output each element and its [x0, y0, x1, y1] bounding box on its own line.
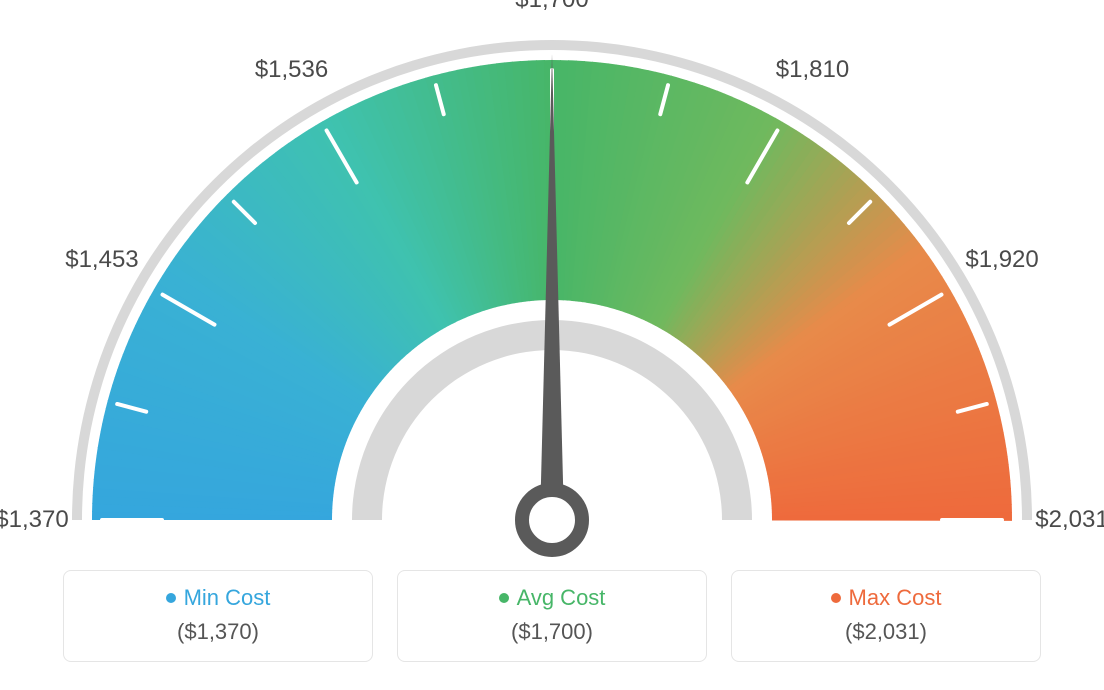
min-cost-card: Min Cost ($1,370) — [63, 570, 373, 662]
min-cost-value: ($1,370) — [82, 619, 354, 645]
gauge-svg — [0, 0, 1104, 560]
gauge-tick-label: $2,031 — [1035, 506, 1104, 534]
cost-gauge-widget: $1,370 $1,453 $1,536 $1,700 $1,810 $1,920 $2,0… — [0, 0, 1104, 690]
max-cost-card: Max Cost ($2,031) — [731, 570, 1041, 662]
avg-cost-title: Avg Cost — [517, 585, 606, 611]
max-cost-title: Max Cost — [849, 585, 942, 611]
gauge-tick-label: $1,453 — [65, 246, 138, 274]
gauge-tick-label: $1,810 — [776, 56, 849, 84]
gauge-tick-label: $1,370 — [0, 506, 69, 534]
gauge-tick-label: $1,536 — [255, 56, 328, 84]
gauge-tick-label: $1,700 — [515, 0, 588, 14]
min-cost-title: Min Cost — [184, 585, 271, 611]
avg-dot-icon — [499, 593, 509, 603]
max-dot-icon — [831, 593, 841, 603]
min-dot-icon — [166, 593, 176, 603]
avg-cost-value: ($1,700) — [416, 619, 688, 645]
legend-row: Min Cost ($1,370) Avg Cost ($1,700) Max … — [0, 562, 1104, 690]
gauge-tick-label: $1,920 — [965, 246, 1038, 274]
max-cost-value: ($2,031) — [750, 619, 1022, 645]
gauge-area: $1,370 $1,453 $1,536 $1,700 $1,810 $1,920 $2,0… — [0, 0, 1104, 560]
avg-cost-card: Avg Cost ($1,700) — [397, 570, 707, 662]
